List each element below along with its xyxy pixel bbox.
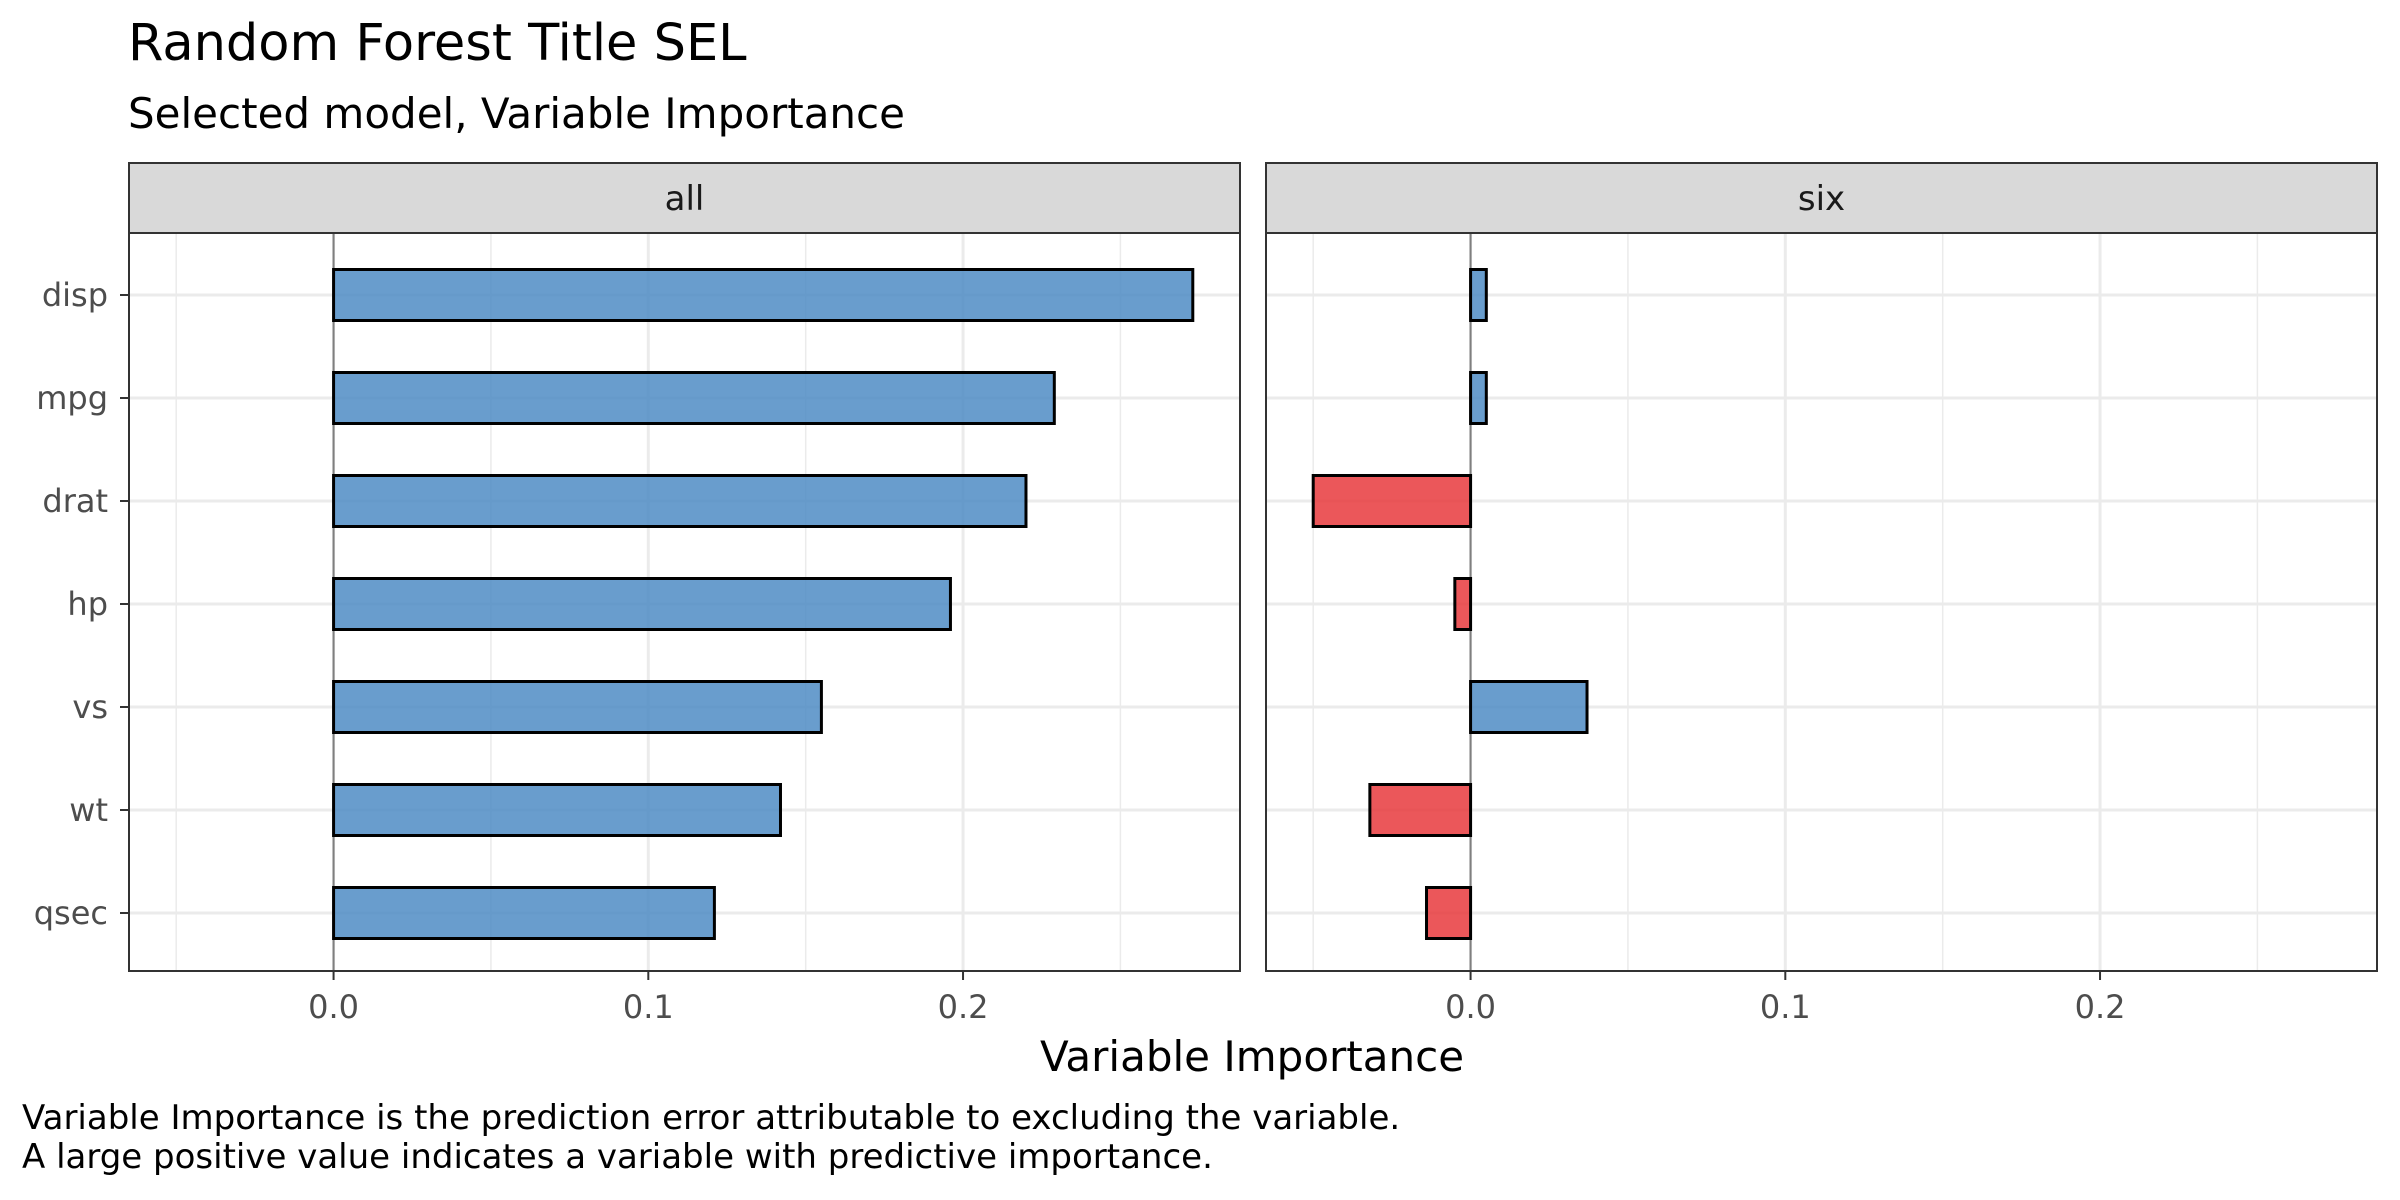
y-tick-label: disp bbox=[42, 276, 108, 314]
bar-wt bbox=[1368, 783, 1473, 837]
bar-disp bbox=[1469, 268, 1488, 322]
facet-strip bbox=[1265, 162, 2378, 234]
y-tick-label: wt bbox=[69, 791, 108, 829]
y-tick-label: drat bbox=[42, 482, 108, 520]
bar-drat bbox=[332, 474, 1028, 528]
bar-hp bbox=[1453, 577, 1473, 631]
x-tick-label: 0.0 bbox=[308, 988, 359, 1026]
y-tick-label: mpg bbox=[36, 379, 108, 417]
bar-disp bbox=[332, 268, 1195, 322]
facet-strip-label: six bbox=[1798, 179, 1845, 219]
y-axis: disp mpg drat hp vs wt qsec bbox=[34, 276, 129, 932]
y-tick-label: qsec bbox=[34, 894, 108, 932]
bar-drat bbox=[1311, 474, 1473, 528]
panel-border bbox=[1265, 232, 2378, 972]
x-tick-label: 0.2 bbox=[938, 988, 989, 1026]
panel-border bbox=[128, 232, 1241, 972]
x-tick-label: 0.2 bbox=[2075, 988, 2126, 1026]
bar-wt bbox=[332, 783, 782, 837]
bar-vs bbox=[332, 680, 823, 734]
facet-strip bbox=[128, 162, 1241, 234]
x-axis-title: Variable Importance bbox=[1040, 1032, 1464, 1081]
bar-qsec bbox=[1425, 886, 1473, 940]
panel-all: all 0.0 0.1 0.2 bbox=[128, 162, 1241, 1026]
x-tick-label: 0.1 bbox=[1760, 988, 1811, 1026]
x-tick-label: 0.0 bbox=[1445, 988, 1496, 1026]
caption-line-1: Variable Importance is the prediction er… bbox=[22, 1098, 1400, 1138]
y-tick-label: vs bbox=[72, 688, 108, 726]
bar-hp bbox=[332, 577, 952, 631]
chart-subtitle: Selected model, Variable Importance bbox=[128, 89, 905, 138]
y-tick-label: hp bbox=[67, 585, 108, 623]
caption-line-2: A large positive value indicates a varia… bbox=[22, 1137, 1213, 1177]
panel-six: six 0.0 0.1 0.2 bbox=[1265, 162, 2378, 1026]
bar-mpg bbox=[1469, 371, 1488, 425]
bar-qsec bbox=[332, 886, 716, 940]
bar-vs bbox=[1469, 680, 1589, 734]
facet-strip-label: all bbox=[665, 179, 705, 219]
facet-panels: all 0.0 0.1 0.2 six 0.0 0.1 0.2 bbox=[128, 162, 2378, 1026]
bar-mpg bbox=[332, 371, 1056, 425]
chart-title: Random Forest Title SEL bbox=[128, 14, 747, 73]
x-tick-label: 0.1 bbox=[623, 988, 674, 1026]
